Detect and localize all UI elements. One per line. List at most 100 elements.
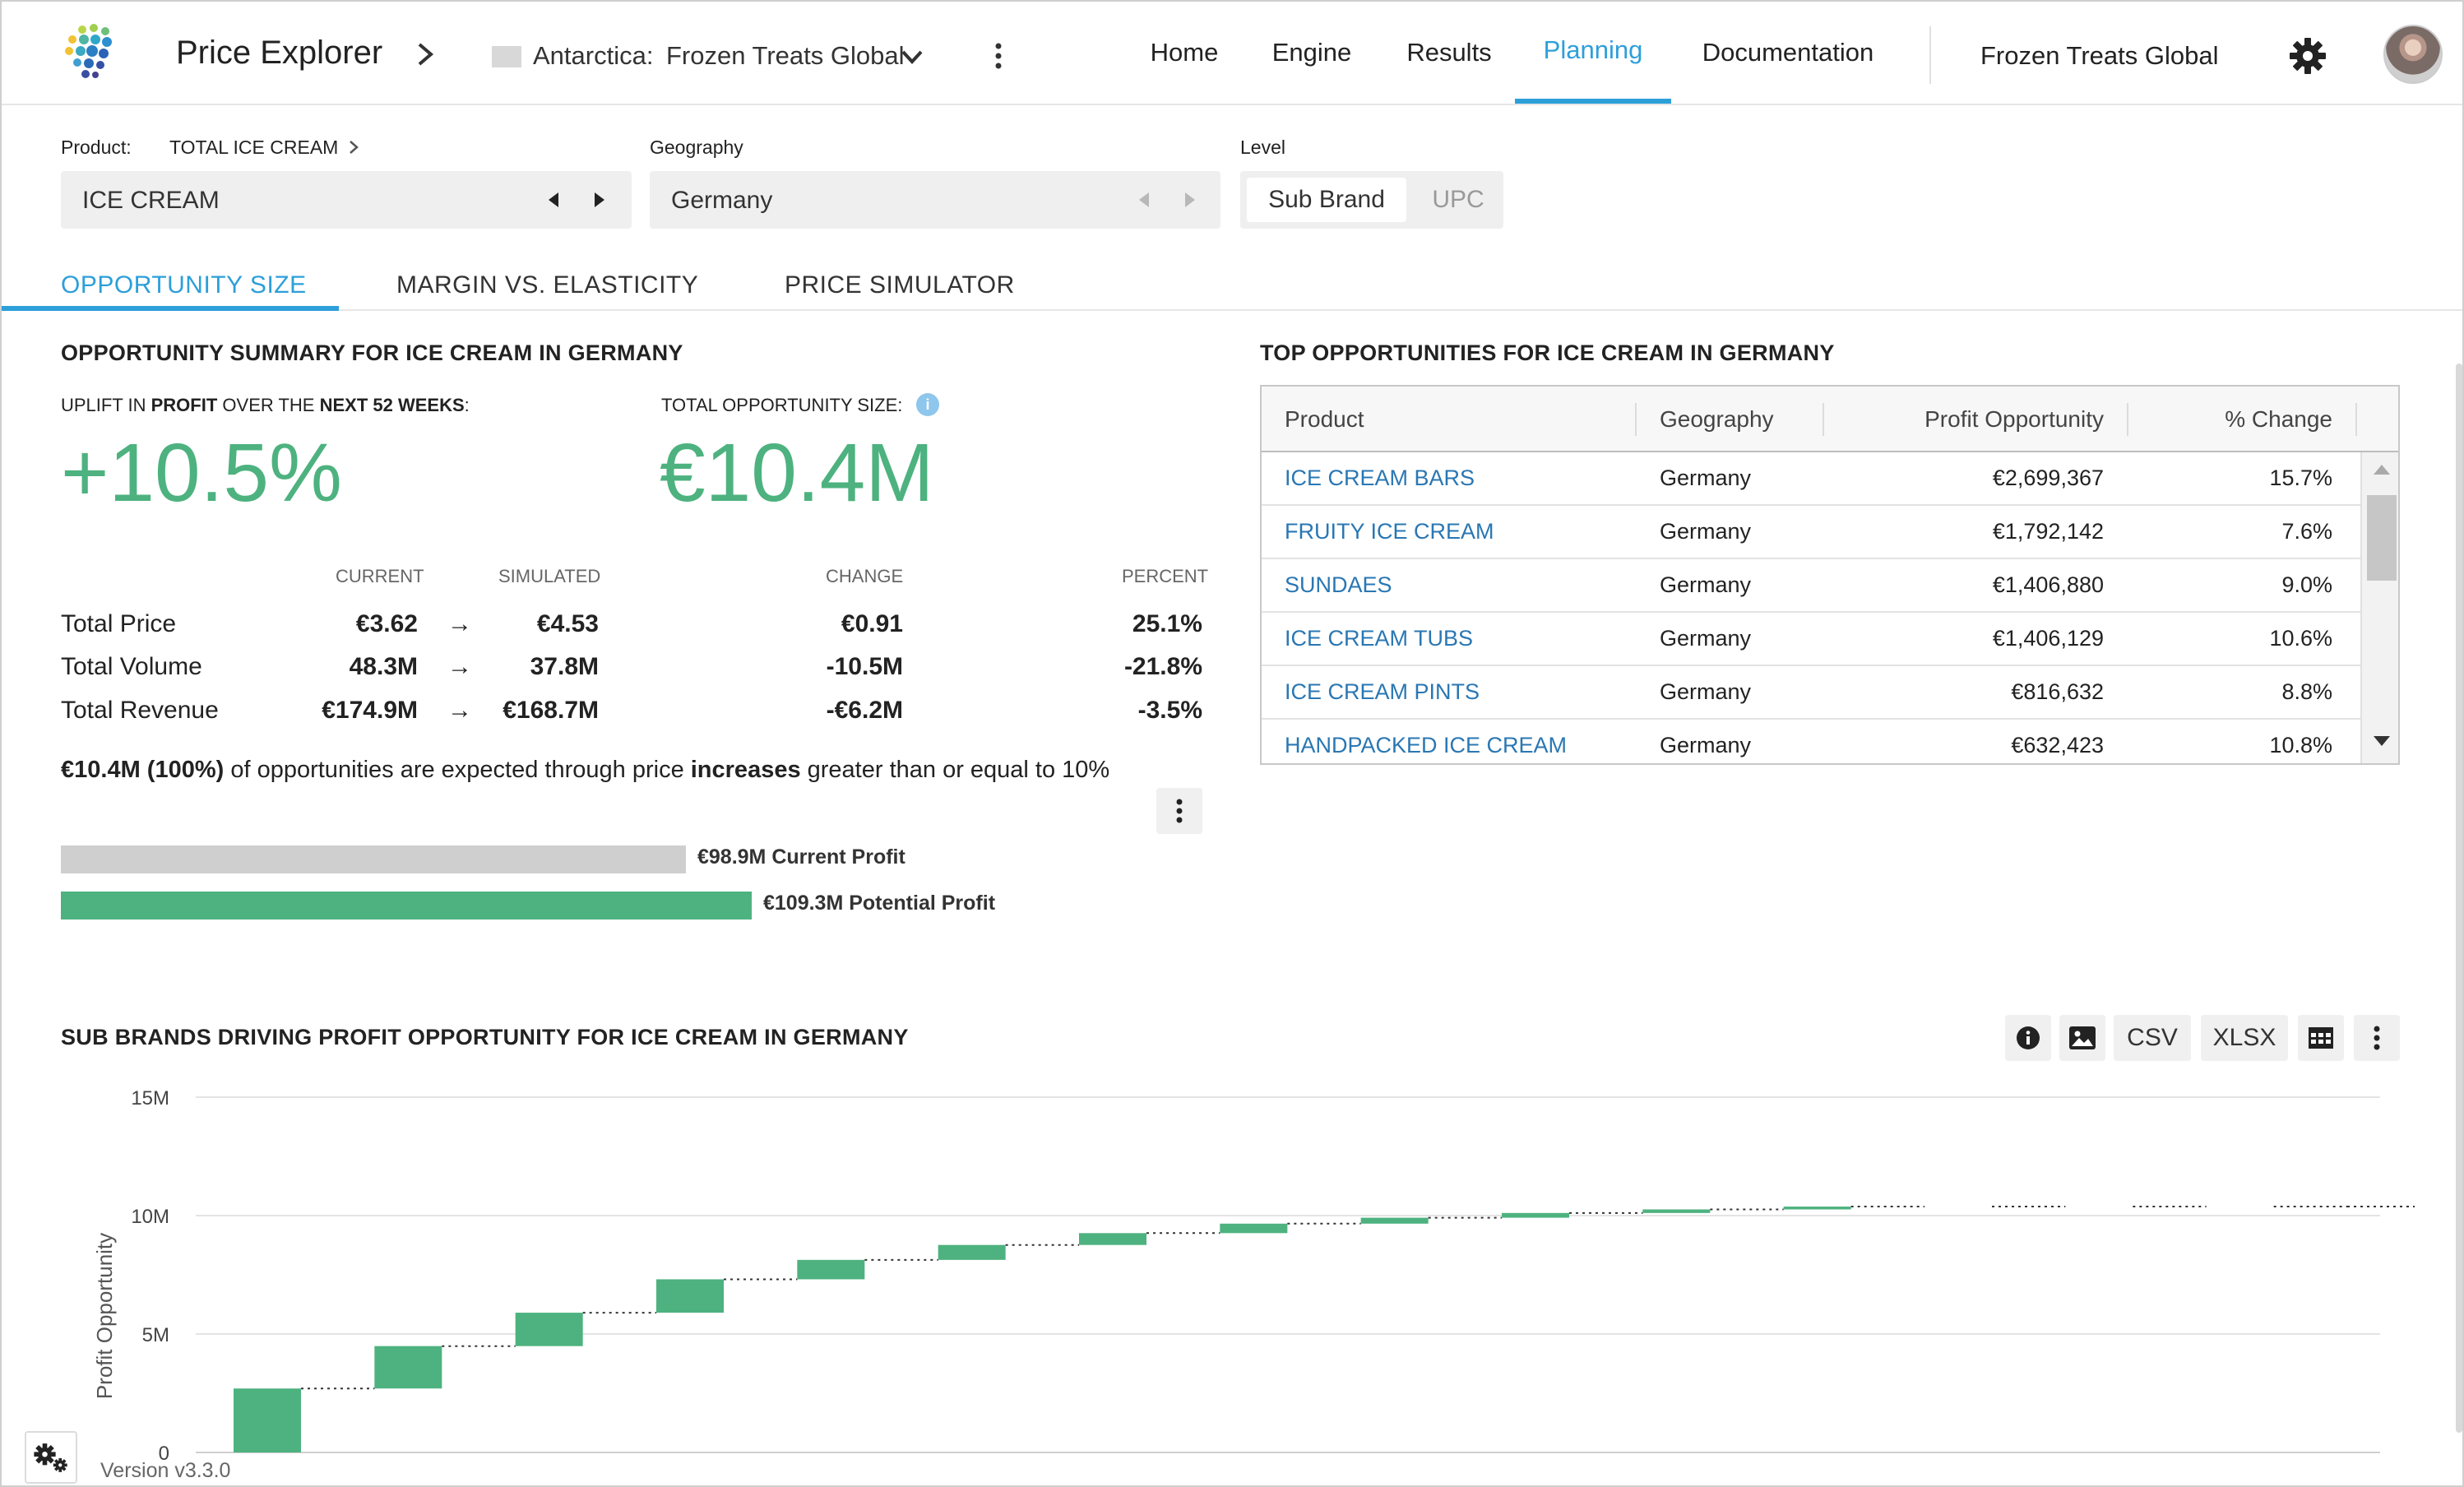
product-link[interactable]: SUNDAES: [1285, 572, 1392, 597]
top-bar: Price Explorer Antarctica: Frozen Treats…: [2, 2, 2462, 105]
y-tick-label: 10M: [131, 1206, 169, 1228]
settings-button[interactable]: [25, 1431, 77, 1484]
product-link[interactable]: ICE CREAM TUBS: [1285, 626, 1474, 651]
nav-engine[interactable]: Engine: [1271, 38, 1352, 67]
table-row[interactable]: ICE CREAM TUBS Germany €1,406,129 10.6%: [1262, 613, 2360, 666]
opportunity-statement: €10.4M (100%) of opportunities are expec…: [61, 757, 1110, 783]
chevron-down-icon[interactable]: [898, 43, 926, 71]
chevron-right-icon[interactable]: [413, 38, 438, 71]
gear-icon[interactable]: [2288, 36, 2327, 76]
column-percent: PERCENT: [1122, 566, 1209, 586]
current-profit-bar: [61, 845, 686, 873]
caret-right-icon[interactable]: [1181, 191, 1197, 209]
waterfall-bar: [374, 1346, 442, 1389]
product-link[interactable]: HANDPACKED ICE CREAM: [1285, 733, 1568, 757]
total-opportunity-value: €10.4M: [660, 427, 934, 519]
level-toggle: Sub Brand UPC: [1240, 171, 1503, 229]
product-label: Product:: [61, 137, 132, 158]
profit-cell: €632,423: [2011, 733, 2104, 757]
version-label: Version v3.3.0: [100, 1459, 231, 1482]
tab-opportunity-size[interactable]: OPPORTUNITY SIZE: [61, 271, 307, 299]
level-label: Level: [1240, 137, 1285, 158]
info-icon: [2017, 1026, 2040, 1049]
change-cell: 10.8%: [2269, 733, 2332, 757]
scroll-up-icon[interactable]: [2372, 462, 2392, 477]
column-simulated: SIMULATED: [498, 566, 601, 586]
nav-documentation[interactable]: Documentation: [1702, 38, 1874, 67]
top-opportunities-title: TOP OPPORTUNITIES FOR ICE CREAM IN GERMA…: [1260, 340, 1835, 365]
page-scrollbar[interactable]: [2456, 364, 2462, 1433]
level-option-sub-brand[interactable]: Sub Brand: [1247, 178, 1406, 222]
tab-price-simulator[interactable]: PRICE SIMULATOR: [785, 271, 1015, 299]
waterfall-bar: [1502, 1212, 1569, 1218]
product-link[interactable]: ICE CREAM PINTS: [1285, 679, 1480, 704]
header-geography[interactable]: Geography: [1660, 406, 1774, 432]
gears-icon: [34, 1443, 67, 1472]
kebab-icon: [1176, 799, 1183, 823]
caret-left-icon[interactable]: [1137, 191, 1153, 209]
user-avatar[interactable]: [2383, 25, 2443, 84]
column-divider[interactable]: [1823, 403, 1824, 436]
profit-bars-menu-button[interactable]: [1156, 788, 1202, 834]
geography-label: Geography: [650, 137, 743, 158]
header-profit-opportunity[interactable]: Profit Opportunity: [1924, 406, 2104, 432]
table-row[interactable]: SUNDAES Germany €1,406,880 9.0%: [1262, 559, 2360, 613]
tenant-selector[interactable]: Frozen Treats Global: [666, 41, 905, 70]
uplift-caption: UPLIFT IN PROFIT OVER THE NEXT 52 WEEKS:: [61, 395, 470, 415]
tab-margin-vs-elasticity[interactable]: MARGIN VS. ELASTICITY: [396, 271, 699, 299]
metric-label: Total Volume: [61, 653, 202, 680]
profit-cell: €1,792,142: [1992, 519, 2104, 544]
kebab-icon[interactable]: [989, 39, 1008, 72]
waterfall-bar: [938, 1244, 1006, 1260]
table-row[interactable]: ICE CREAM BARS Germany €2,699,367 15.7%: [1262, 452, 2360, 506]
product-select[interactable]: ICE CREAM: [61, 171, 632, 229]
caret-left-icon[interactable]: [546, 191, 563, 209]
waterfall-bar: [1079, 1233, 1146, 1245]
column-change: CHANGE: [826, 566, 904, 586]
table-header: Product Geography Profit Opportunity % C…: [1262, 387, 2398, 452]
nav-home[interactable]: Home: [1150, 38, 1219, 67]
waterfall-bar: [515, 1313, 583, 1346]
chart-table-button[interactable]: [2298, 1015, 2344, 1061]
scrollbar-thumb[interactable]: [2367, 495, 2397, 581]
table-row[interactable]: HANDPACKED ICE CREAM Germany €632,423 10.8%: [1262, 720, 2360, 763]
info-icon[interactable]: i: [916, 393, 939, 416]
level-option-upc[interactable]: UPC: [1432, 186, 1484, 213]
chart-image-button[interactable]: [2059, 1015, 2105, 1061]
chart-menu-button[interactable]: [2354, 1015, 2400, 1061]
tenant-swatch: [492, 46, 521, 67]
product-link[interactable]: ICE CREAM BARS: [1285, 466, 1475, 490]
product-breadcrumb[interactable]: TOTAL ICE CREAM: [169, 137, 339, 158]
export-csv-button[interactable]: CSV: [2114, 1015, 2191, 1061]
scroll-down-icon[interactable]: [2372, 734, 2392, 748]
chart-info-button[interactable]: [2005, 1015, 2051, 1061]
export-xlsx-button[interactable]: XLSX: [2201, 1015, 2288, 1061]
profit-cell: €816,632: [2011, 679, 2104, 704]
column-divider[interactable]: [1635, 403, 1637, 436]
geography-cell: Germany: [1660, 733, 1752, 757]
y-tick-label: 5M: [142, 1324, 169, 1346]
geography-select[interactable]: Germany: [650, 171, 1220, 229]
dots-logo-icon[interactable]: [59, 20, 125, 86]
header-product[interactable]: Product: [1285, 406, 1364, 432]
chevron-right-icon[interactable]: [345, 137, 362, 158]
metric-percent: 25.1%: [1132, 610, 1202, 637]
geography-value: Germany: [671, 187, 773, 214]
table-scrollbar[interactable]: [2360, 452, 2398, 763]
sub-brands-title: SUB BRANDS DRIVING PROFIT OPPORTUNITY FO…: [61, 1025, 909, 1049]
column-divider[interactable]: [2127, 403, 2128, 436]
y-tick-label: 0: [159, 1443, 169, 1465]
metric-change: €0.91: [841, 610, 903, 637]
nav-planning[interactable]: Planning: [1515, 2, 1671, 104]
column-divider[interactable]: [2355, 403, 2357, 436]
total-opportunity-caption: TOTAL OPPORTUNITY SIZE:: [661, 395, 903, 415]
org-name[interactable]: Frozen Treats Global: [1980, 41, 2219, 70]
table-row[interactable]: FRUITY ICE CREAM Germany €1,792,142 7.6%: [1262, 506, 2360, 559]
product-link[interactable]: FRUITY ICE CREAM: [1285, 519, 1494, 544]
nav-results[interactable]: Results: [1406, 38, 1492, 67]
table-row[interactable]: ICE CREAM PINTS Germany €816,632 8.8%: [1262, 666, 2360, 720]
tab-divider: [2, 309, 2462, 311]
header-percent-change[interactable]: % Change: [2225, 406, 2332, 432]
geography-cell: Germany: [1660, 626, 1752, 651]
caret-right-icon[interactable]: [591, 191, 607, 209]
